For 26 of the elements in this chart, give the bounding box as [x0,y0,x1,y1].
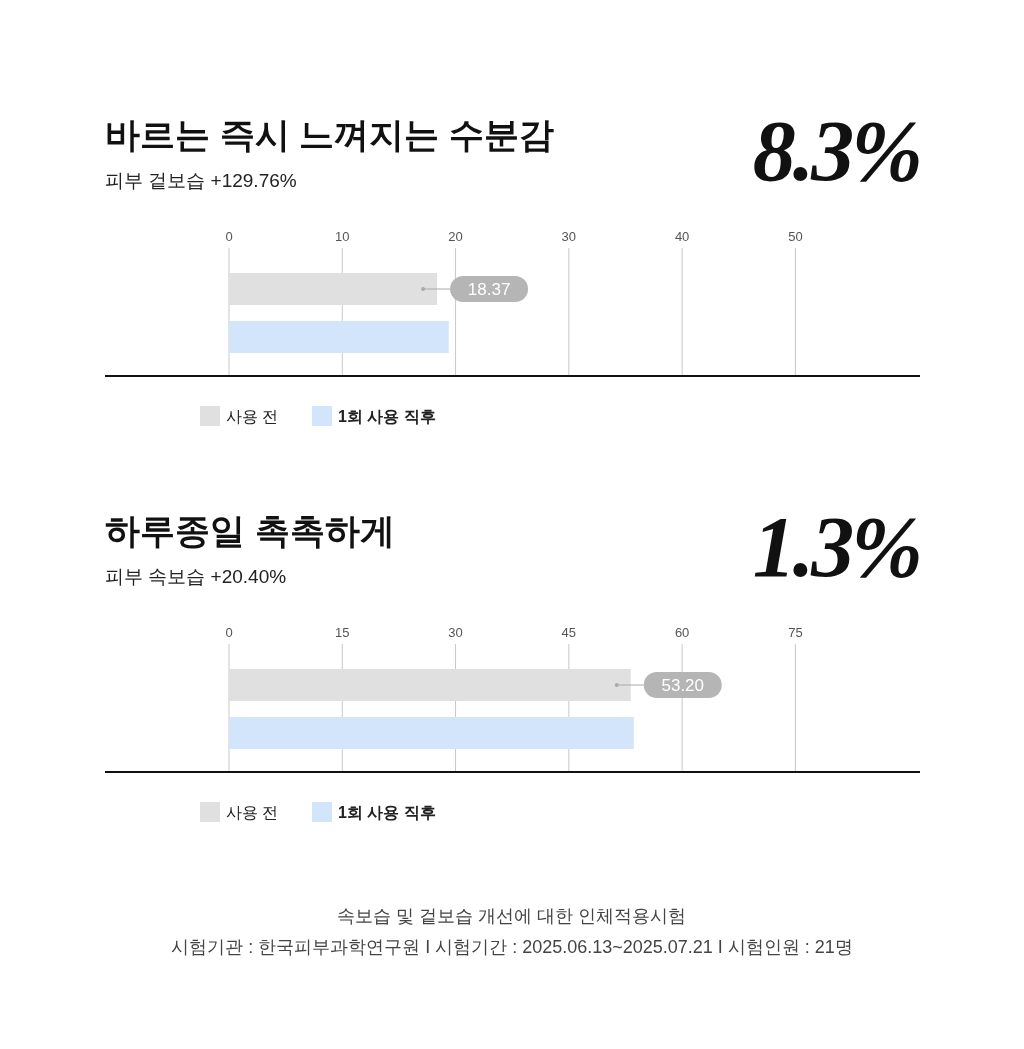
x-tick-label: 45 [561,625,577,640]
text: 1.3% [752,499,920,595]
x-tick-label: 75 [788,625,803,640]
x-tick-label: 30 [561,229,577,244]
text: 시험기관 : 한국피부과학연구원 I 시험기간 : 2025.06.13~2025.07.21 I 시험인원 : 21명 [171,937,853,957]
x-tick-label: 60 [674,625,690,640]
legend-label: 사용 전 [226,804,279,821]
chart-subtitle: 피부 속보습 +20.40% [105,566,287,587]
x-tick-label: 10 [335,229,350,244]
chart-title: 하루종일 촉촉하게 [105,511,395,550]
legend-label: 1회 사용 직후 [338,408,436,425]
x-tick-label: 15 [335,625,350,640]
data-label: 18.37 [467,280,511,299]
x-tick-label: 0 [225,625,233,640]
x-tick-label: 50 [788,229,803,244]
x-tick-label: 30 [448,625,463,640]
legend-label: 1회 사용 직후 [338,804,436,821]
x-tick-label: 20 [448,229,463,244]
chart-subtitle: 피부 겉보습 +129.76% [105,170,297,191]
data-label: 53.20 [661,676,705,695]
text: 8.3% [752,103,920,199]
legend-label: 사용 전 [226,408,279,425]
x-tick-label: 0 [225,229,233,244]
chart-title: 바르는 즉시 느껴지는 수분감 [105,115,555,154]
text: 속보습 및 겉보습 개선에 대한 인체적용시험 [337,906,687,926]
x-tick-label: 40 [674,229,690,244]
